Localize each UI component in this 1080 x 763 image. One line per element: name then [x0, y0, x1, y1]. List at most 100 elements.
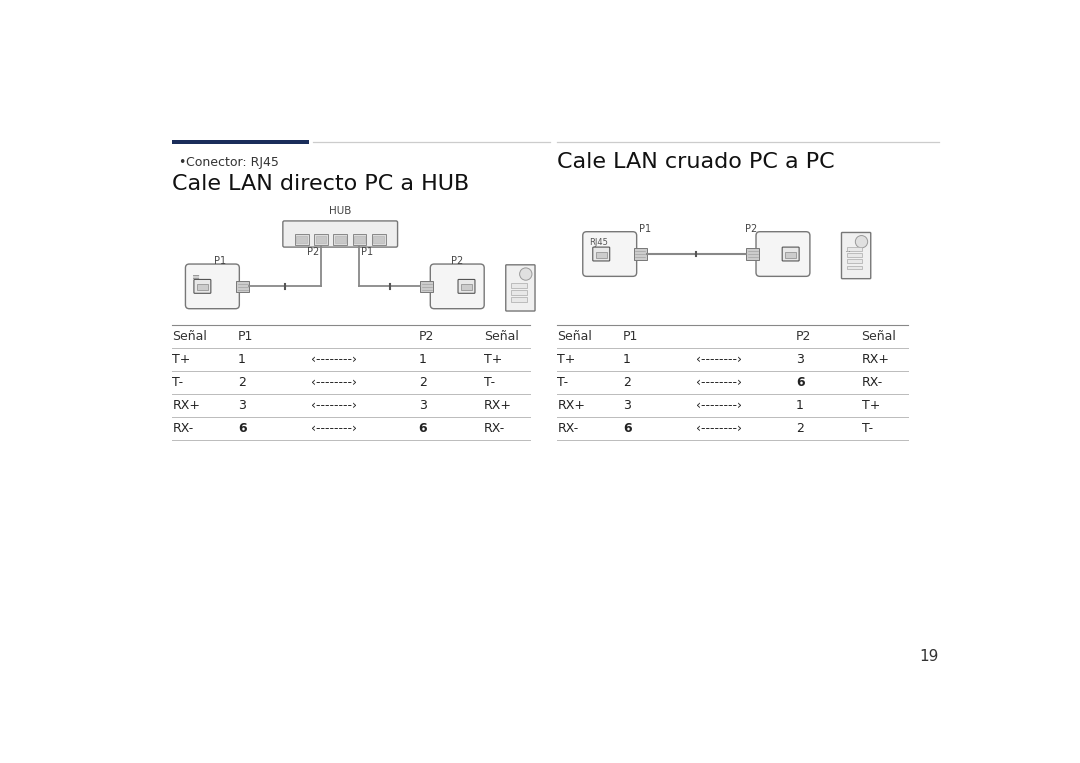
Text: ‹--------›: ‹--------›	[311, 376, 357, 389]
Text: 1: 1	[796, 399, 804, 412]
Text: ‹--------›: ‹--------›	[696, 353, 742, 366]
Text: Cale LAN directo PC a HUB: Cale LAN directo PC a HUB	[173, 174, 470, 194]
FancyBboxPatch shape	[782, 247, 799, 261]
Bar	[511, 283, 527, 288]
Text: P2: P2	[307, 247, 320, 257]
Text: •: •	[178, 156, 186, 169]
Text: ‹--------›: ‹--------›	[311, 399, 357, 412]
Bar	[296, 236, 307, 243]
Text: Conector: RJ45: Conector: RJ45	[186, 156, 279, 169]
Text: Señal: Señal	[557, 330, 592, 343]
Text: RX+: RX+	[484, 399, 512, 412]
Bar	[295, 234, 309, 245]
Text: 1: 1	[238, 353, 245, 366]
Text: 6: 6	[419, 422, 428, 436]
Bar	[237, 281, 249, 292]
Text: P1: P1	[623, 330, 638, 343]
Bar	[372, 234, 386, 245]
Circle shape	[519, 268, 532, 280]
Bar	[511, 290, 527, 295]
Bar	[511, 297, 527, 302]
Bar	[596, 252, 607, 258]
Text: P2: P2	[451, 256, 463, 266]
Bar	[746, 248, 759, 260]
Text: 2: 2	[796, 422, 804, 436]
Text: ‹--------›: ‹--------›	[696, 422, 742, 436]
FancyBboxPatch shape	[186, 264, 240, 309]
Bar	[197, 284, 207, 290]
Text: Cale LAN cruado PC a PC: Cale LAN cruado PC a PC	[557, 153, 835, 172]
Text: 3: 3	[419, 399, 427, 412]
Text: T-: T-	[862, 422, 873, 436]
FancyBboxPatch shape	[458, 279, 475, 293]
Text: RX+: RX+	[862, 353, 890, 366]
Bar	[352, 234, 366, 245]
Text: 2: 2	[419, 376, 427, 389]
FancyBboxPatch shape	[283, 221, 397, 247]
Text: RX-: RX-	[173, 422, 193, 436]
FancyBboxPatch shape	[756, 232, 810, 276]
Text: Señal: Señal	[173, 330, 207, 343]
FancyBboxPatch shape	[194, 279, 211, 293]
FancyBboxPatch shape	[505, 265, 535, 311]
Text: Señal: Señal	[862, 330, 896, 343]
Text: 1: 1	[623, 353, 631, 366]
Text: ..: ..	[845, 243, 852, 253]
Text: T-: T-	[484, 376, 496, 389]
Bar	[334, 234, 347, 245]
Text: T-: T-	[173, 376, 184, 389]
Text: 6: 6	[238, 422, 246, 436]
Bar	[354, 236, 365, 243]
Text: 6: 6	[796, 376, 805, 389]
Text: ‹--------›: ‹--------›	[696, 376, 742, 389]
FancyBboxPatch shape	[583, 232, 636, 276]
Text: ‹--------›: ‹--------›	[311, 353, 357, 366]
Text: P1: P1	[238, 330, 253, 343]
Bar	[314, 234, 328, 245]
Text: 1: 1	[419, 353, 427, 366]
Text: Señal: Señal	[484, 330, 519, 343]
Text: RX-: RX-	[557, 422, 579, 436]
Text: 19: 19	[919, 649, 939, 664]
Circle shape	[855, 236, 867, 248]
Text: 3: 3	[796, 353, 804, 366]
Text: P1: P1	[214, 256, 226, 266]
Bar	[461, 284, 472, 290]
Text: ≡: ≡	[192, 272, 201, 282]
Bar	[315, 236, 326, 243]
Bar	[634, 248, 647, 260]
Text: HUB: HUB	[329, 206, 351, 216]
Text: RX+: RX+	[557, 399, 585, 412]
Bar	[785, 252, 796, 258]
Text: RX-: RX-	[484, 422, 505, 436]
Text: 2: 2	[238, 376, 245, 389]
Text: P2: P2	[745, 224, 757, 234]
Bar	[420, 281, 433, 292]
Bar	[335, 236, 346, 243]
Bar	[847, 259, 862, 263]
Text: T-: T-	[557, 376, 568, 389]
Bar	[374, 236, 384, 243]
Text: T+: T+	[484, 353, 502, 366]
Text: 3: 3	[238, 399, 245, 412]
Text: ‹--------›: ‹--------›	[311, 422, 357, 436]
Text: P1: P1	[361, 247, 373, 257]
Text: RX-: RX-	[862, 376, 882, 389]
Text: P2: P2	[419, 330, 434, 343]
Text: ‹--------›: ‹--------›	[696, 399, 742, 412]
Text: P2: P2	[796, 330, 811, 343]
FancyBboxPatch shape	[841, 233, 870, 278]
Bar	[847, 247, 862, 251]
FancyBboxPatch shape	[430, 264, 484, 309]
Text: 3: 3	[623, 399, 631, 412]
Text: T+: T+	[557, 353, 576, 366]
Text: 6: 6	[623, 422, 632, 436]
Text: RX+: RX+	[173, 399, 201, 412]
Text: T+: T+	[862, 399, 880, 412]
Text: RJ45: RJ45	[589, 238, 608, 247]
Text: T+: T+	[173, 353, 191, 366]
FancyBboxPatch shape	[593, 247, 610, 261]
Bar	[173, 140, 309, 144]
Bar	[847, 253, 862, 257]
Text: P1: P1	[639, 224, 651, 234]
